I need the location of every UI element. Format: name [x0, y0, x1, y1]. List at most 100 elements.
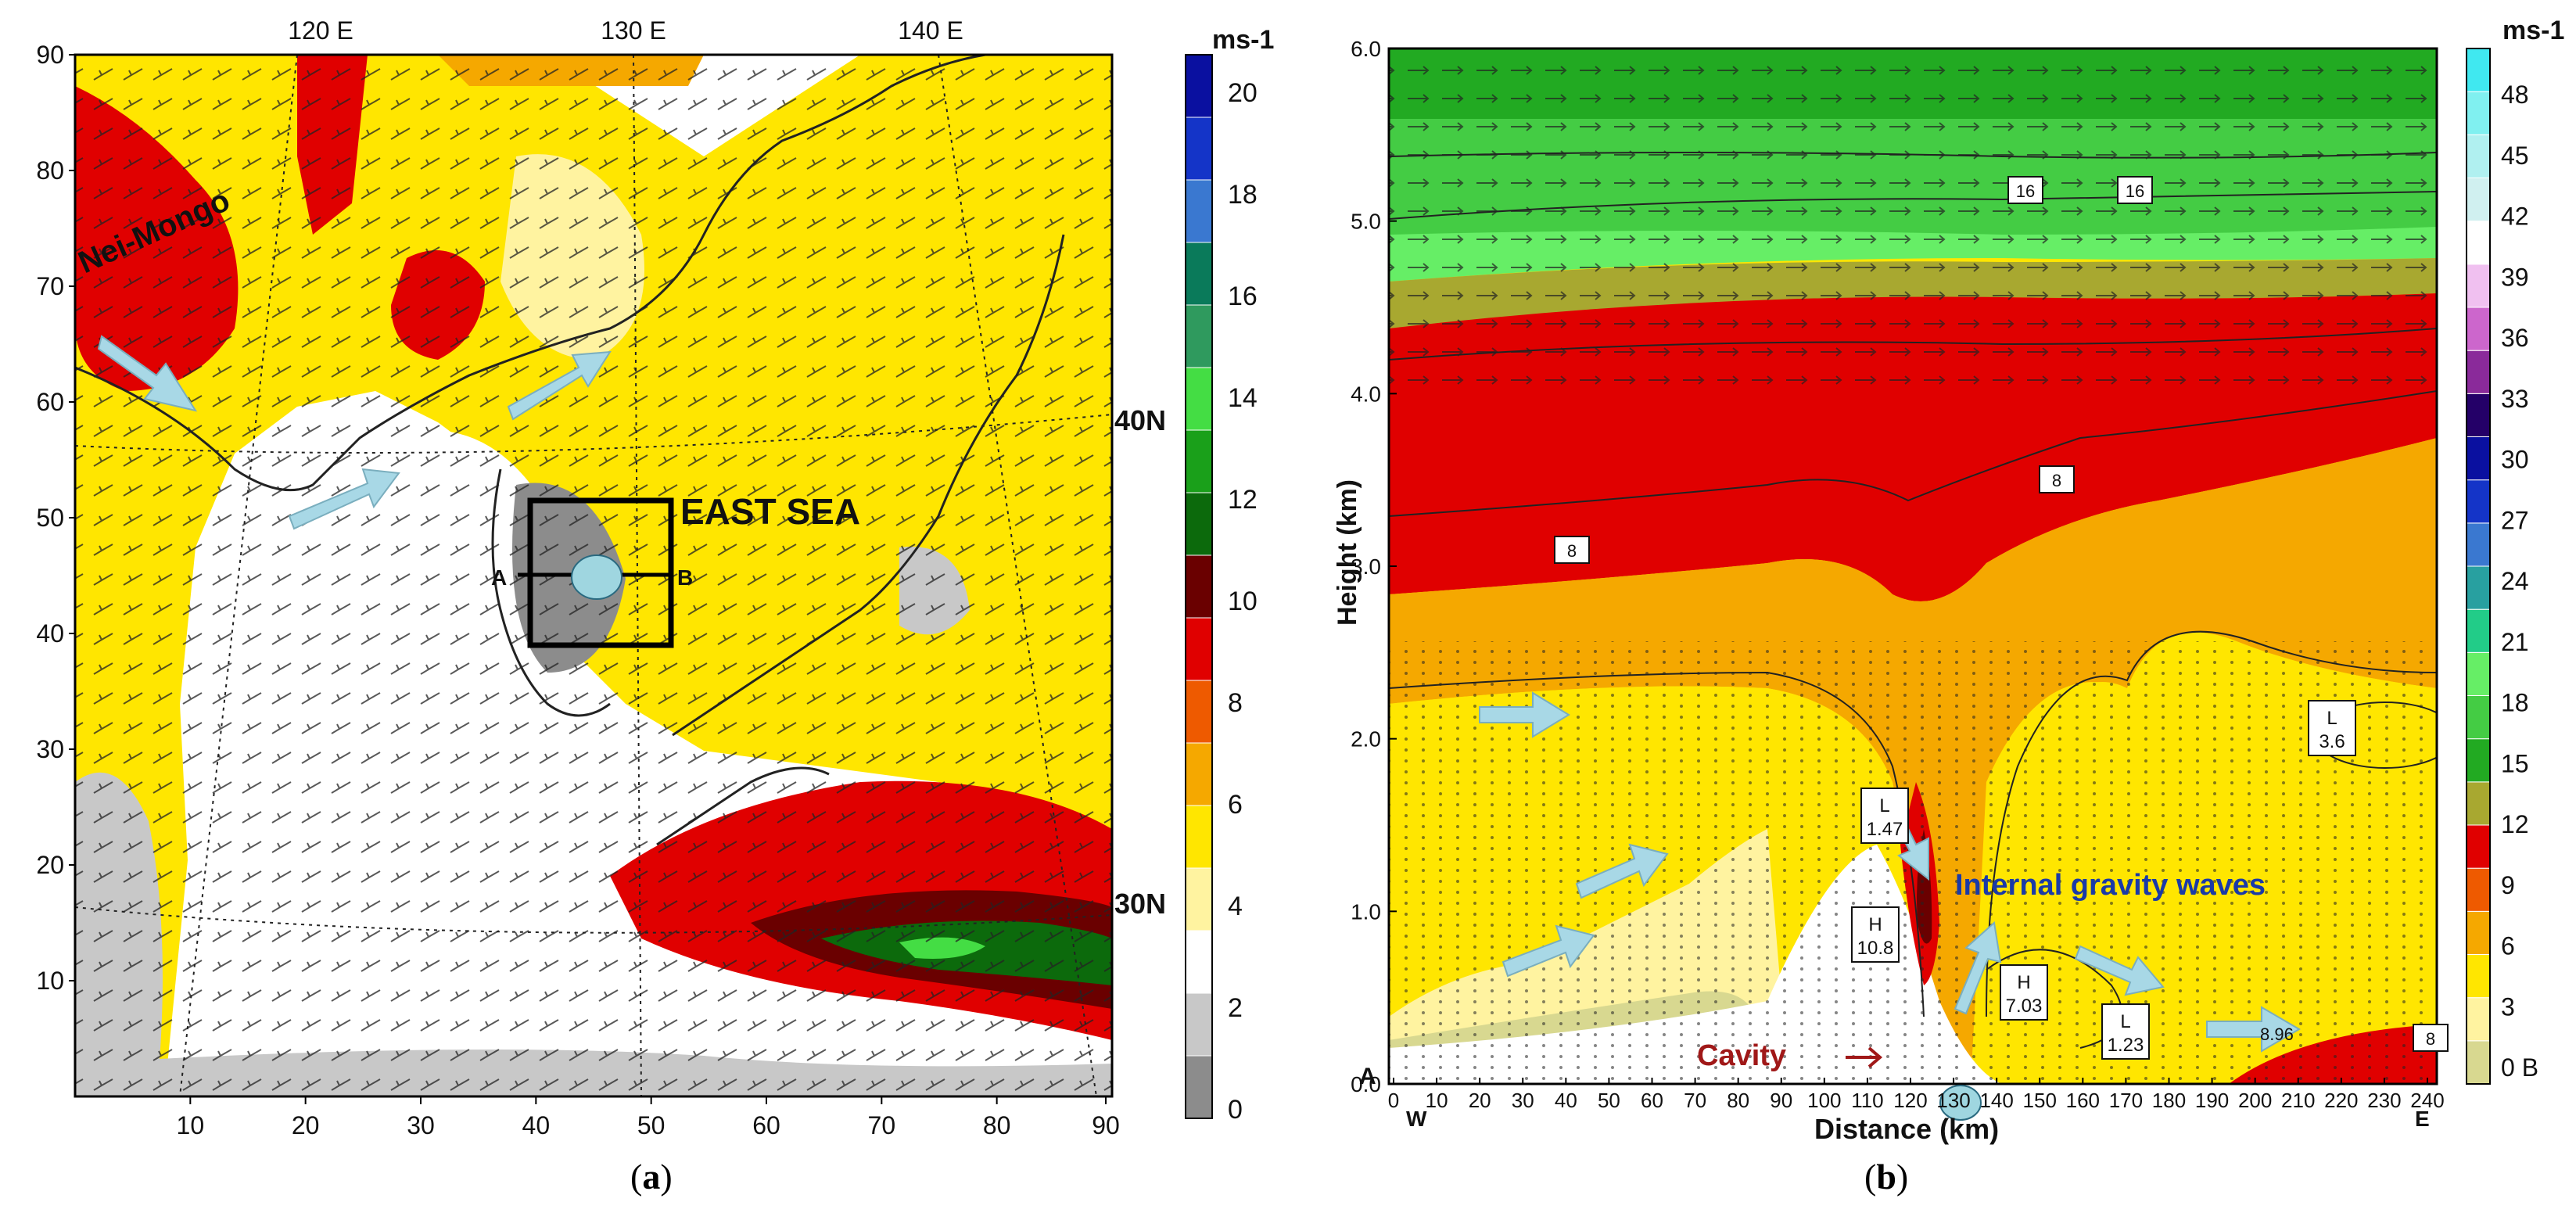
- x-tick-label: 40: [522, 1111, 551, 1139]
- caption-b: (b): [1864, 1157, 1909, 1197]
- low-letter: L: [2120, 1011, 2130, 1032]
- cross-section-field: [1389, 48, 2437, 1084]
- contour-value: 16: [2126, 181, 2144, 201]
- colorbar-swatch: [2466, 307, 2491, 351]
- x-axis-label: Distance (km): [1814, 1113, 1999, 1145]
- x-tick-labels: 10 20 30 40 50 60 70 80 90: [177, 1096, 1120, 1139]
- colorbar-tick-label: 3: [2501, 992, 2515, 1021]
- y-tick-label: 50: [36, 504, 64, 532]
- colorbar-tick-label: 6: [2501, 932, 2515, 960]
- west-label: W: [1406, 1107, 1427, 1131]
- colorbar-tick-label: 39: [2501, 263, 2529, 291]
- high-letter: H: [1868, 914, 1882, 935]
- colorbar-swatch: [2466, 91, 2491, 135]
- y-tick-label: 0.0: [1351, 1072, 1381, 1096]
- x-tick-label: 190: [2195, 1089, 2229, 1112]
- contour-box: [2117, 176, 2153, 204]
- colorbar-swatch: [2466, 695, 2491, 740]
- colorbar-tick-label: 10: [1228, 587, 1258, 616]
- colorbar-tick-label: 48: [2501, 81, 2529, 109]
- x-tick-label: 10: [1426, 1089, 1448, 1112]
- low-value: 1.23: [2108, 1035, 2144, 1056]
- contour-box: [2039, 465, 2075, 493]
- x-tick-label: 80: [983, 1111, 1011, 1139]
- x-tick-label: 0: [1388, 1089, 1399, 1112]
- flow-arrow: [2206, 1006, 2301, 1053]
- colorbar-swatch: [2466, 393, 2491, 438]
- colorbar-tick-label: 18: [2501, 689, 2529, 717]
- colorbar-tick-label: 0 B: [2501, 1053, 2538, 1082]
- waves-label: Internal gravity waves: [1955, 869, 2266, 902]
- x-tick-label: 100: [1807, 1089, 1841, 1112]
- flow-arrow: [1575, 843, 1669, 899]
- sea-label: EAST SEA: [680, 491, 860, 532]
- colorbar-swatch: [1185, 805, 1213, 869]
- colorbar-swatch: [2466, 134, 2491, 178]
- high-box: [1851, 906, 1900, 963]
- x-tick-label: 60: [752, 1111, 780, 1139]
- x-tick-label: 90: [1770, 1089, 1792, 1112]
- x-tick-label: 70: [1684, 1089, 1706, 1112]
- low-value: 1.47: [1867, 819, 1903, 840]
- colorbar-swatch: [2466, 608, 2491, 653]
- colorbar-swatch: [1185, 680, 1213, 744]
- y-tick-labels: 10 20 30 40 50 60 70 80 90: [36, 41, 75, 995]
- x-tick-label: 10: [177, 1111, 205, 1139]
- contour-value: 8: [2426, 1029, 2435, 1049]
- colorbar-swatch: [1185, 867, 1213, 931]
- colorbar-tick-label: 4: [1228, 892, 1243, 921]
- colorbar-tick-label: 21: [2501, 628, 2529, 656]
- low-value: 3.6: [2319, 731, 2345, 752]
- colorbar-tick-label: 12: [2501, 810, 2529, 838]
- low-box: [2308, 700, 2356, 756]
- colorbar-tick-label: 42: [2501, 203, 2529, 231]
- colorbar-swatch: [1185, 242, 1213, 306]
- colorbar-a-unit: ms-1: [1212, 25, 1274, 55]
- x-tick-label: 140: [1979, 1089, 2013, 1112]
- colorbar-tick-label: 18: [1228, 180, 1258, 210]
- section-site-marker: [1939, 1085, 1982, 1121]
- x-tick-label: 60: [1641, 1089, 1663, 1112]
- x-tick-label: 150: [2023, 1089, 2057, 1112]
- colorbar-swatch: [2466, 264, 2491, 308]
- colorbar-tick-label: 9: [2501, 871, 2515, 899]
- colorbar-swatch: [1185, 304, 1213, 368]
- colorbar-swatch: [1185, 54, 1213, 118]
- colorbar-tick-label: 45: [2501, 142, 2529, 170]
- y-tick-labels: 0.0 1.0 2.0 3.0 4.0 5.0 6.0: [1351, 37, 1397, 1096]
- colorbar-tick-label: 27: [2501, 506, 2529, 534]
- section-start-label: A: [491, 565, 507, 590]
- flow-arrow: [507, 350, 612, 421]
- longitude-label: 130 E: [601, 16, 666, 45]
- x-tick-label: 210: [2281, 1089, 2315, 1112]
- panel-a-map: Nei-Mongo EAST SEA A B 120 E 130 E 140 E 4…: [36, 16, 1274, 1139]
- colorbar-swatch: [2466, 910, 2491, 956]
- flow-arrow: [2074, 945, 2165, 996]
- colorbar-swatch: [1185, 742, 1213, 806]
- colorbar-frame: [1185, 54, 1213, 1119]
- y-tick-label: 5.0: [1351, 210, 1381, 234]
- x-tick-label: 230: [2367, 1089, 2401, 1112]
- x-tick-labels: 0 10 20 30 40 50 60 70 80 90 100 110 120 130 140 150 160…: [1388, 1078, 2445, 1112]
- contour-box: [2413, 1024, 2449, 1052]
- x-tick-label: 200: [2238, 1089, 2272, 1112]
- x-tick-label: 220: [2324, 1089, 2358, 1112]
- colorbar-a: 0 2 4 6 8 10 12 14 16 18 20: [1185, 54, 1258, 1125]
- x-tick-label: 130: [1936, 1089, 1970, 1112]
- contour-box: [2007, 176, 2043, 204]
- y-tick-label: 2.0: [1351, 727, 1381, 752]
- colorbar-swatch: [1185, 179, 1213, 243]
- y-tick-label: 6.0: [1351, 37, 1381, 61]
- y-tick-label: 10: [36, 967, 64, 995]
- colorbar-tick-label: 15: [2501, 749, 2529, 777]
- x-tick-label: 110: [1851, 1089, 1883, 1112]
- colorbar-tick-label: 16: [1228, 282, 1258, 311]
- study-site-marker: [571, 554, 622, 600]
- flow-arrow: [97, 335, 198, 412]
- cavity-label: Cavity: [1697, 1039, 1786, 1072]
- contour-value: 8: [1567, 541, 1577, 561]
- low-letter: L: [1879, 795, 1889, 816]
- contour-value-labels: 16 16 8 8 8: [1554, 176, 2449, 1052]
- east-label: E: [2415, 1107, 2430, 1131]
